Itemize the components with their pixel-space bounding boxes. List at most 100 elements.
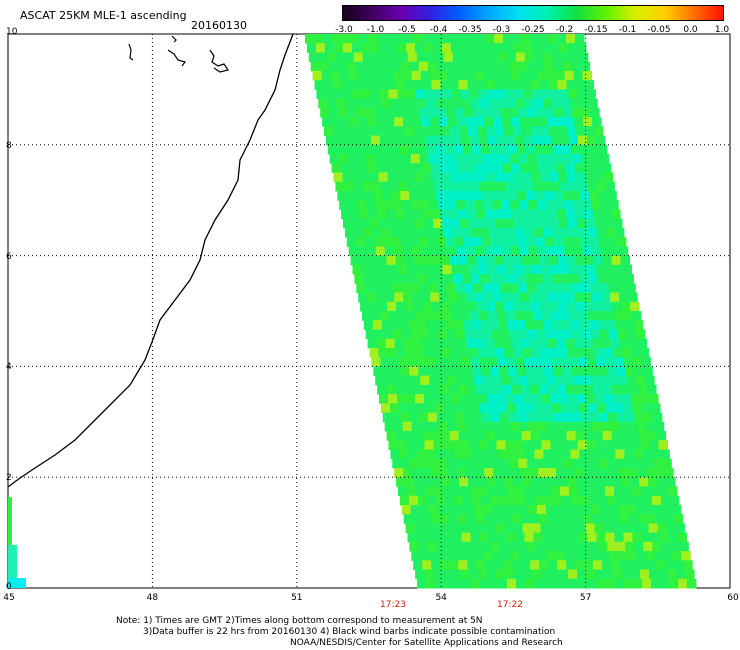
swath-cell	[485, 384, 495, 395]
swath-cell	[526, 541, 536, 552]
swath-cell	[390, 320, 401, 330]
swath-cell	[492, 70, 503, 81]
swath-cell	[543, 98, 553, 109]
swath-cell	[430, 163, 441, 173]
swath-cell	[471, 320, 482, 330]
swath-cell	[477, 43, 488, 53]
swath-cell	[377, 34, 387, 44]
swath-cell	[586, 394, 596, 404]
swath-cell	[532, 89, 542, 100]
swath-cell	[548, 255, 559, 266]
swath-cell	[441, 43, 452, 53]
swath-cell	[479, 403, 490, 413]
swath-cell	[640, 569, 650, 580]
swath-cell	[384, 200, 394, 210]
swath-cell	[512, 34, 522, 44]
swath-cell	[583, 338, 594, 349]
swath-cell	[370, 311, 381, 321]
colorbar-tick: 1.0	[714, 25, 730, 35]
swath-cell	[587, 181, 597, 192]
swath-cell	[588, 578, 598, 589]
swath-cell	[477, 347, 487, 358]
swath-cell	[656, 560, 666, 570]
swath-cell	[626, 329, 637, 340]
swath-cell	[356, 107, 366, 118]
swath-cell	[424, 569, 434, 580]
swath-cell	[577, 440, 587, 450]
swath-cell	[513, 172, 523, 183]
swath-cell	[358, 163, 369, 173]
swath-cell	[509, 107, 519, 118]
swath-cell	[488, 227, 499, 238]
swath-cell	[548, 80, 558, 90]
swath-cell	[524, 532, 534, 543]
swath-cell	[399, 274, 409, 284]
swath-cell	[529, 117, 539, 127]
swath-cell	[637, 468, 647, 478]
swath-cell	[350, 80, 360, 90]
swath-cell	[567, 477, 577, 487]
swath-cell	[484, 514, 495, 524]
swath-cell	[562, 366, 572, 377]
swath-cell	[525, 274, 535, 284]
swath-cell	[552, 98, 562, 109]
swath-cell	[363, 98, 373, 109]
swath-cell	[630, 347, 640, 358]
swath-cell	[330, 70, 341, 81]
swath-cell	[485, 209, 495, 220]
swath-cell	[592, 514, 603, 524]
swath-cell	[625, 366, 635, 377]
swath-cell	[594, 126, 604, 136]
swath-cell	[575, 431, 586, 441]
swath-cell	[585, 523, 596, 534]
swath-cell	[387, 43, 398, 53]
swath-cell	[353, 227, 364, 238]
swath-cell	[440, 560, 450, 570]
swath-cell	[515, 486, 525, 497]
swath-cell	[551, 52, 562, 63]
swath-cell	[470, 532, 480, 543]
swath-cell	[499, 191, 509, 201]
swath-cell	[369, 126, 379, 136]
swath-cell	[560, 52, 571, 63]
swath-cell	[427, 191, 437, 201]
swath-cell	[480, 144, 491, 155]
swath-cell	[405, 43, 416, 53]
swath-cell	[412, 117, 422, 127]
swath-cell	[440, 255, 451, 266]
swath-cell	[582, 200, 592, 210]
swath-cell	[535, 541, 545, 552]
swath-cell	[579, 320, 590, 330]
swath-cell	[478, 135, 489, 146]
swath-cell	[417, 144, 428, 155]
swath-cell	[575, 255, 586, 266]
swath-cell	[460, 89, 470, 100]
swath-cell	[643, 412, 654, 423]
swath-cell	[575, 384, 585, 395]
swath-cell	[449, 80, 459, 90]
swath-cell	[527, 458, 537, 469]
swath-cell	[449, 255, 460, 266]
swath-cell	[614, 403, 625, 413]
swath-cell	[417, 495, 428, 506]
swath-cell	[529, 514, 540, 524]
swath-cell	[486, 301, 496, 312]
swath-cell	[386, 255, 397, 266]
swath-cell	[460, 394, 470, 404]
swath-cell	[412, 338, 423, 349]
swath-cell	[565, 338, 576, 349]
swath-cell	[628, 468, 638, 478]
swath-cell	[467, 80, 477, 90]
swath-cell	[540, 477, 550, 487]
swath-cell	[490, 237, 501, 247]
swath-cell	[584, 431, 595, 441]
swath-cell	[458, 80, 468, 90]
swath-cell	[584, 560, 594, 570]
swath-cell	[544, 237, 555, 247]
swath-cell	[344, 227, 355, 238]
swath-cell	[615, 274, 625, 284]
swath-cell	[465, 246, 476, 257]
swath-cell	[470, 486, 480, 497]
swath-cell	[442, 89, 452, 100]
swath-cell	[509, 154, 520, 164]
